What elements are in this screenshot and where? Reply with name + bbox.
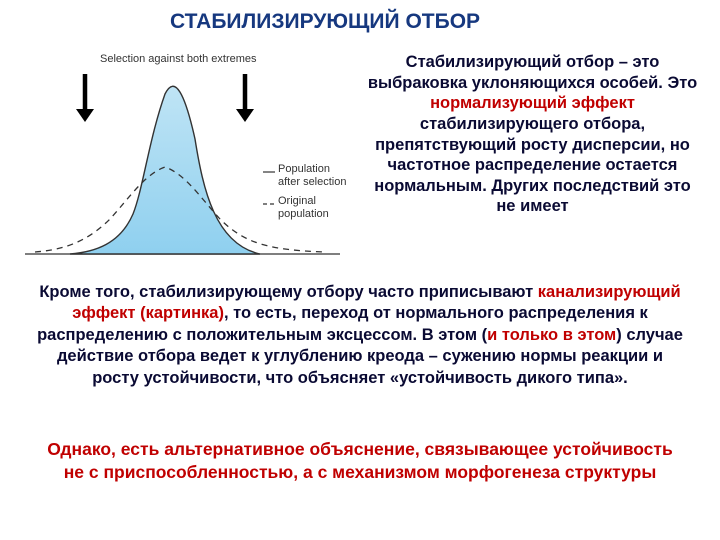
legend-after-l2: after selection [278,176,346,188]
right-arrow-icon [236,74,254,122]
bottom-paragraph: Однако, есть альтернативное объяснение, … [35,438,685,484]
legend-orig-l1: Original [278,195,316,207]
left-arrow-icon [76,74,94,122]
side-paragraph: Стабилизирующий отбор – это выбраковка у… [365,52,700,217]
middle-paragraph: Кроме того, стабилизирующему отбору част… [35,282,685,389]
chart-svg: Selection against both extremes Populati… [15,44,350,274]
chart-top-label: Selection against both extremes [100,53,257,65]
mid-a: Кроме того, стабилизирующему отбору част… [39,283,537,301]
stabilizing-selection-chart: Selection against both extremes Populati… [15,44,350,274]
side-accent: нормализующий эффект [430,94,635,112]
legend-orig-l2: population [278,208,329,220]
mid-accent2: и только в этом [487,326,616,344]
legend-after-l1: Population [278,163,330,175]
side-p1: Стабилизирующий отбор – это выбраковка у… [368,53,663,92]
side-p2a: Это [667,74,697,92]
page-title: СТАБИЛИЗИРУЮЩИЙ ОТБОР [170,10,700,34]
side-p2b: стабилизирующего отбора, препятствующий … [374,115,691,216]
